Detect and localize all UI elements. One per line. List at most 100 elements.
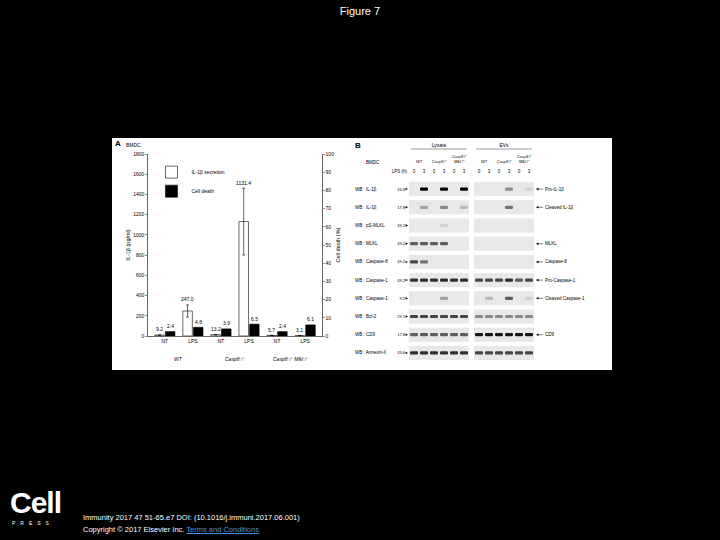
svg-text:49.2: 49.2 xyxy=(397,241,406,246)
svg-text:20: 20 xyxy=(326,296,332,302)
svg-text:1400: 1400 xyxy=(133,191,144,197)
svg-text:400: 400 xyxy=(136,292,145,298)
html-text:Cell: Cell xyxy=(10,486,61,519)
html-text:Figure 7: Figure 7 xyxy=(339,5,381,17)
svg-text:200: 200 xyxy=(136,313,145,319)
svg-text:100: 100 xyxy=(326,151,335,157)
html-text:Copyright © 2017 Elsevier Inc.: Copyright © 2017 Elsevier Inc. Terms and… xyxy=(83,525,259,534)
svg-text:0: 0 xyxy=(498,169,501,174)
svg-text:Lysate: Lysate xyxy=(432,142,447,148)
svg-text:MLKL: MLKL xyxy=(545,241,557,246)
svg-text:3: 3 xyxy=(463,169,466,174)
svg-text:WB : Caspase-1: WB : Caspase-1 xyxy=(355,296,388,301)
svg-text:Casp8⁻/⁻: Casp8⁻/⁻ xyxy=(432,159,448,164)
svg-text:LPS (h): LPS (h) xyxy=(392,169,408,174)
svg-text:90: 90 xyxy=(326,169,332,175)
svg-text:IL-1β (pg/ml): IL-1β (pg/ml) xyxy=(125,229,131,260)
svg-text:6.5: 6.5 xyxy=(251,316,258,322)
svg-text:WT: WT xyxy=(416,159,423,164)
svg-text:1600: 1600 xyxy=(133,171,144,177)
svg-text:50: 50 xyxy=(326,242,332,248)
svg-text:9.5: 9.5 xyxy=(399,296,405,301)
svg-text:IL-1β secretion: IL-1β secretion xyxy=(191,169,224,175)
svg-text:40: 40 xyxy=(326,260,332,266)
svg-text:WB : IL-1β: WB : IL-1β xyxy=(355,187,377,192)
svg-text:Casp8⁻/⁻ Mlkl⁻/⁻: Casp8⁻/⁻ Mlkl⁻/⁻ xyxy=(273,356,310,362)
svg-text:WB : Annexin-II: WB : Annexin-II xyxy=(355,350,386,355)
svg-text:EVs: EVs xyxy=(499,142,509,148)
svg-text:WB : MLKL: WB : MLKL xyxy=(355,241,378,246)
svg-text:Pro-Caspase-1: Pro-Caspase-1 xyxy=(545,278,576,283)
svg-text:Cleaved IL-1β: Cleaved IL-1β xyxy=(545,205,574,210)
svg-text:LPS: LPS xyxy=(300,338,310,344)
svg-text:0: 0 xyxy=(413,169,416,174)
svg-text:WT: WT xyxy=(481,159,488,164)
svg-text:0: 0 xyxy=(142,333,145,339)
svg-text:70: 70 xyxy=(326,205,332,211)
svg-text:33.6: 33.6 xyxy=(397,187,406,192)
svg-text:0: 0 xyxy=(518,169,521,174)
svg-text:800: 800 xyxy=(136,252,145,258)
svg-text:49.2: 49.2 xyxy=(397,278,406,283)
svg-text:CD9: CD9 xyxy=(545,332,554,337)
svg-text:3: 3 xyxy=(528,169,531,174)
svg-text:49.2: 49.2 xyxy=(397,223,406,228)
svg-text:17.8: 17.8 xyxy=(397,205,406,210)
svg-text:NT: NT xyxy=(274,338,281,344)
svg-text:WT: WT xyxy=(174,356,183,362)
svg-text:10: 10 xyxy=(326,315,332,321)
svg-text:0: 0 xyxy=(453,169,456,174)
svg-text:Cell death (%): Cell death (%) xyxy=(335,227,341,262)
svg-text:5.7: 5.7 xyxy=(268,327,275,333)
svg-text:WB : IL-1β: WB : IL-1β xyxy=(355,205,377,210)
svg-text:Casp8⁻/⁻: Casp8⁻/⁻ xyxy=(497,159,513,164)
svg-text:0: 0 xyxy=(433,169,436,174)
svg-text:49.2: 49.2 xyxy=(397,259,406,264)
svg-text:Caspase-8: Caspase-8 xyxy=(545,259,567,264)
svg-text:33.6: 33.6 xyxy=(397,350,406,355)
svg-text:3.1: 3.1 xyxy=(296,327,303,333)
svg-text:Casp8⁻/⁻: Casp8⁻/⁻ xyxy=(225,356,246,362)
svg-text:3: 3 xyxy=(508,169,511,174)
svg-text:Cleaved Caspase-1: Cleaved Caspase-1 xyxy=(545,296,585,301)
svg-text:Cell death: Cell death xyxy=(191,188,214,194)
svg-text:WB : Caspase-8: WB : Caspase-8 xyxy=(355,259,388,264)
svg-text:3: 3 xyxy=(443,169,446,174)
svg-text:30: 30 xyxy=(326,278,332,284)
svg-text:2.4: 2.4 xyxy=(167,323,174,329)
svg-text:3.9: 3.9 xyxy=(223,320,230,326)
svg-text:WB : CD9: WB : CD9 xyxy=(355,332,375,337)
svg-text:NT: NT xyxy=(162,338,169,344)
svg-text:9.2: 9.2 xyxy=(156,326,163,332)
svg-text:13.2: 13.2 xyxy=(211,326,221,332)
svg-text:Mlkl⁻/⁻: Mlkl⁻/⁻ xyxy=(454,159,465,164)
svg-text:Pro-IL-1β: Pro-IL-1β xyxy=(545,187,564,192)
svg-text:80: 80 xyxy=(326,187,332,193)
svg-text:4.8: 4.8 xyxy=(195,319,202,325)
svg-text:600: 600 xyxy=(136,272,145,278)
svg-text:Mlkl⁻/⁻: Mlkl⁻/⁻ xyxy=(519,159,530,164)
svg-text:WB : Bcl-2: WB : Bcl-2 xyxy=(355,314,377,319)
svg-text:WB : Caspase-1: WB : Caspase-1 xyxy=(355,278,388,283)
svg-text:LPS: LPS xyxy=(244,338,254,344)
svg-text:60: 60 xyxy=(326,224,332,230)
svg-text:3: 3 xyxy=(423,169,426,174)
svg-text:1200: 1200 xyxy=(133,211,144,217)
svg-text:NT: NT xyxy=(218,338,225,344)
html-text:Immunity 2017 47 51-65.e7 DOI:: Immunity 2017 47 51-65.e7 DOI: (10.1016/… xyxy=(83,513,300,522)
svg-text:3: 3 xyxy=(488,169,491,174)
svg-text:1800: 1800 xyxy=(133,151,144,157)
svg-text:247.0: 247.0 xyxy=(181,296,194,302)
svg-text:LPS: LPS xyxy=(188,338,198,344)
svg-text:2.4: 2.4 xyxy=(279,323,286,329)
svg-text:29.1: 29.1 xyxy=(397,314,406,319)
svg-text:B: B xyxy=(355,141,361,150)
svg-text:WB : pS-MLKL: WB : pS-MLKL xyxy=(355,223,385,228)
svg-text:17.8: 17.8 xyxy=(397,332,406,337)
svg-text:1131.4: 1131.4 xyxy=(236,180,251,186)
svg-text:6.1: 6.1 xyxy=(307,316,314,322)
svg-text:0: 0 xyxy=(326,333,329,339)
svg-text:1000: 1000 xyxy=(133,232,144,238)
svg-text:0: 0 xyxy=(478,169,481,174)
svg-text:BMDC: BMDC xyxy=(366,160,380,165)
